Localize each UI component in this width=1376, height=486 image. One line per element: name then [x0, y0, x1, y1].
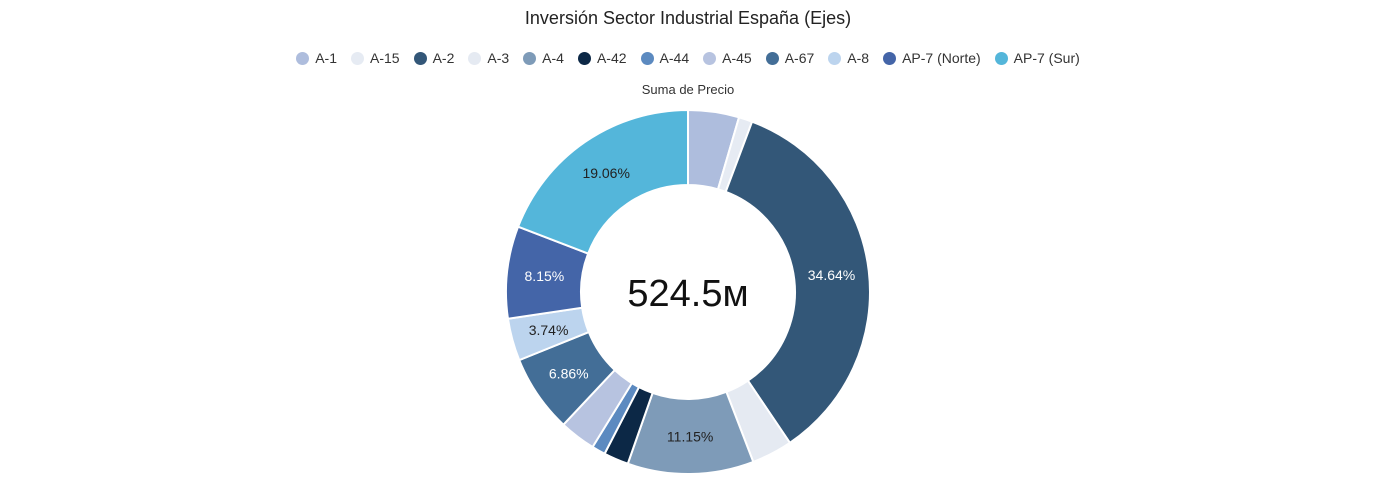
slice-labels-group: 34.64% 11.15% 6.86% 3.74% 8.15% 19.06%	[525, 165, 856, 445]
slices-group	[505, 108, 871, 475]
legend-swatch	[351, 51, 364, 65]
slice-label: 11.15%	[667, 428, 713, 444]
legend-label: A-42	[596, 50, 627, 66]
legend-item[interactable]: A-2	[413, 50, 455, 66]
legend-label: A-45	[722, 50, 752, 66]
legend-label: A-8	[847, 50, 870, 66]
measure-label: Suma de Precio	[642, 82, 735, 97]
legend-label: A-1	[315, 50, 337, 66]
legend: A-1 A-15 A-2 A-3 A-4 A-42 A-44 A-45 A-67 A-8 AP-7 …	[0, 50, 1376, 66]
slice-a-2[interactable]	[724, 120, 871, 445]
legend-swatch	[765, 51, 779, 65]
legend-item[interactable]: A-4	[523, 50, 564, 66]
legend-item[interactable]: AP-7 (Norte)	[883, 50, 981, 66]
legend-swatch	[883, 51, 897, 65]
slice-label: 3.74%	[529, 322, 569, 338]
legend-swatch	[640, 51, 654, 65]
slice-label: 19.06%	[582, 165, 629, 181]
legend-swatch	[994, 51, 1008, 65]
legend-item[interactable]: A-44	[640, 50, 690, 66]
slice-ap-7-sur[interactable]	[516, 108, 689, 255]
legend-item[interactable]: A-1	[296, 50, 337, 66]
legend-label: AP-7 (Sur)	[1013, 50, 1080, 66]
legend-item[interactable]: AP-7 (Sur)	[994, 50, 1080, 66]
legend-label: AP-7 (Norte)	[902, 50, 981, 66]
chart-title: Inversión Sector Industrial España (Ejes…	[524, 8, 852, 28]
legend-swatch	[468, 51, 482, 65]
legend-label: A-44	[659, 50, 690, 66]
legend-swatch	[828, 51, 842, 65]
slice-label: 34.64%	[808, 267, 855, 283]
legend-item[interactable]: A-8	[828, 50, 869, 66]
slice-label: 8.15%	[525, 268, 565, 284]
legend-item[interactable]: A-42	[577, 50, 627, 66]
slice-label: 6.86%	[549, 366, 589, 382]
legend-swatch	[523, 51, 537, 65]
legend-label: A-2	[432, 50, 455, 66]
legend-item[interactable]: A-3	[468, 50, 509, 66]
legend-item[interactable]: A-15	[351, 50, 400, 66]
center-total-value: 524.5м	[627, 273, 748, 315]
legend-label: A-3	[487, 50, 510, 66]
legend-label: A-15	[370, 50, 400, 66]
legend-item[interactable]: A-45	[703, 50, 752, 66]
legend-label: A-4	[542, 50, 564, 66]
legend-label: A-67	[784, 50, 815, 66]
legend-swatch	[577, 51, 591, 65]
legend-swatch	[413, 51, 427, 65]
legend-swatch	[703, 51, 717, 65]
legend-item[interactable]: A-67	[765, 50, 815, 66]
legend-swatch	[296, 51, 310, 65]
